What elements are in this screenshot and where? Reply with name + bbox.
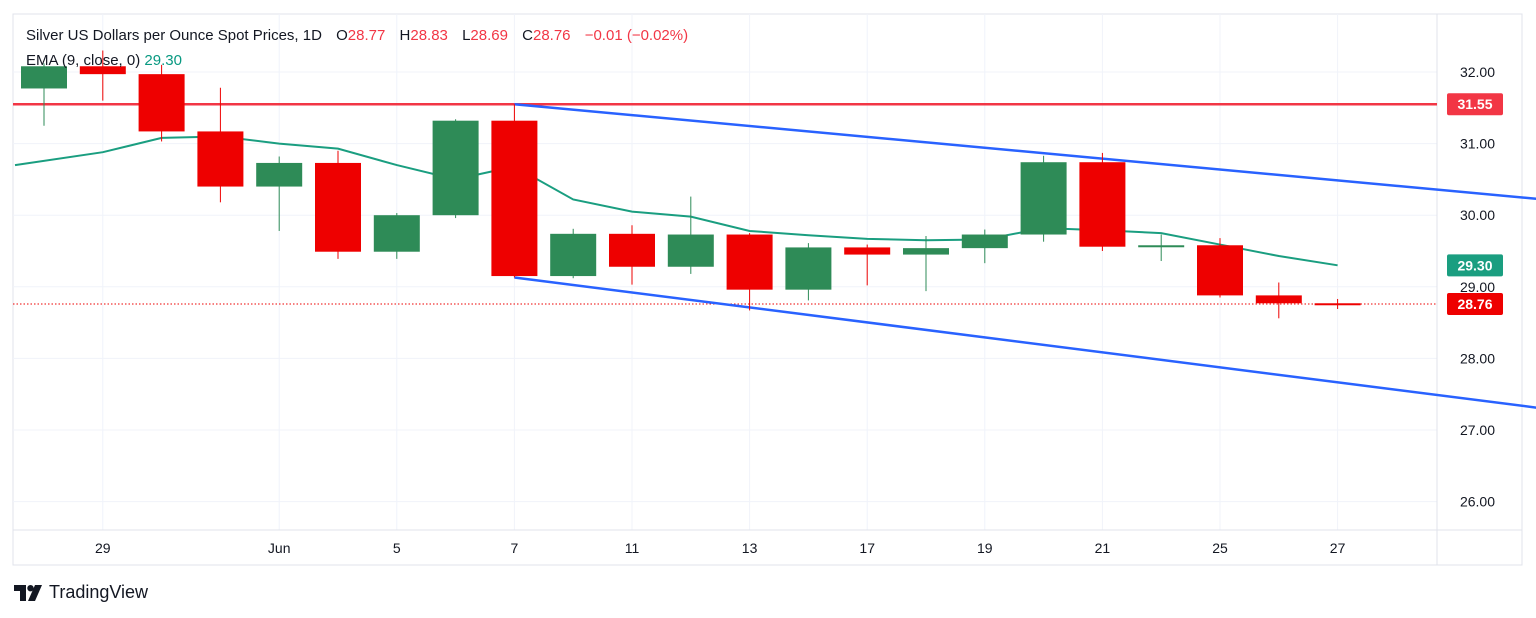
candle-19 xyxy=(1138,234,1185,262)
candle-body-10 xyxy=(609,233,655,267)
candle-body-17 xyxy=(1020,162,1067,235)
channel-lower-line xyxy=(514,276,1536,409)
candle-8 xyxy=(491,104,538,278)
tradingview-logo-icon xyxy=(14,584,42,601)
x-tick-label-3: 7 xyxy=(511,540,519,556)
legend-open-value: 28.77 xyxy=(347,27,386,44)
legend-title: Silver US Dollars per Ounce Spot Prices,… xyxy=(26,27,322,44)
resistance-price-label-text: 31.55 xyxy=(1457,96,1492,112)
legend-change: −0.01 (−0.02%) xyxy=(584,27,689,44)
candle-body-9 xyxy=(550,233,597,277)
candle-22 xyxy=(1314,298,1361,309)
x-tick-label-1: Jun xyxy=(268,540,291,556)
legend-ema: EMA (9, close, 0) 29.30 xyxy=(26,52,182,69)
x-tick-label-10: 27 xyxy=(1330,540,1346,556)
candle-0 xyxy=(21,63,67,126)
x-tick-label-5: 13 xyxy=(742,540,758,556)
ema-price-label: 29.30 xyxy=(1447,254,1503,277)
candle-15 xyxy=(903,235,949,292)
legend-close-value: 28.76 xyxy=(532,27,571,44)
candle-body-6 xyxy=(373,215,420,252)
candle-body-4 xyxy=(256,162,303,187)
candle-16 xyxy=(961,229,1008,264)
candle-body-14 xyxy=(844,247,891,255)
y-tick-label-5: 31.00 xyxy=(1460,136,1495,152)
legend-close-label: C xyxy=(522,27,533,44)
candle-12 xyxy=(726,233,773,311)
candle-body-2 xyxy=(138,74,185,132)
candle-body-5 xyxy=(315,162,361,252)
candle-9 xyxy=(550,228,597,279)
candle-body-19 xyxy=(1138,245,1185,248)
candle-body-13 xyxy=(785,247,832,290)
candle-body-18 xyxy=(1079,162,1126,247)
candle-body-12 xyxy=(726,234,773,290)
candle-7 xyxy=(432,119,479,219)
legend-open-label: O xyxy=(336,27,348,44)
last-close-price-label-bg xyxy=(1447,292,1503,315)
x-tick-label-9: 25 xyxy=(1212,540,1228,556)
y-tick-label-4: 30.00 xyxy=(1460,207,1495,223)
legend-low-value: 28.69 xyxy=(470,27,508,44)
last-close-price-label-text: 28.76 xyxy=(1457,296,1492,312)
candle-17 xyxy=(1020,155,1067,242)
candle-body-3 xyxy=(197,131,244,187)
x-tick-label-8: 21 xyxy=(1095,540,1111,556)
candle-body-0 xyxy=(21,66,67,89)
candle-5 xyxy=(315,150,361,259)
resistance-price-label: 31.55 xyxy=(1447,93,1503,116)
x-tick-label-7: 19 xyxy=(977,540,993,556)
x-tick-label-4: 11 xyxy=(625,540,640,556)
candle-1 xyxy=(79,50,126,101)
candle-body-21 xyxy=(1255,295,1302,304)
candle-20 xyxy=(1197,238,1243,298)
watermark-text: TradingView xyxy=(49,582,149,602)
candle-13 xyxy=(785,243,832,301)
chart-frame xyxy=(12,13,1523,566)
legend-high-label: H xyxy=(399,27,411,44)
x-tick-label-2: 5 xyxy=(393,540,401,556)
candle-14 xyxy=(844,244,891,286)
channel-upper-line xyxy=(514,102,1536,201)
candles xyxy=(21,50,1361,319)
y-tick-label-2: 28.00 xyxy=(1460,350,1495,366)
ema-price-label-text: 29.30 xyxy=(1457,257,1492,273)
y-tick-label-6: 32.00 xyxy=(1460,64,1495,80)
x-tick-label-0: 29 xyxy=(95,540,111,556)
legend-ema-value: 29.30 xyxy=(144,52,182,69)
candle-body-16 xyxy=(961,234,1008,249)
y-tick-label-0: 26.00 xyxy=(1460,494,1495,510)
legend-high-value: 28.83 xyxy=(410,27,448,44)
tradingview-watermark[interactable]: TradingView xyxy=(14,582,148,603)
candle-body-20 xyxy=(1197,245,1243,296)
candle-3 xyxy=(197,87,244,203)
ema-price-label-bg xyxy=(1447,254,1503,277)
candle-body-7 xyxy=(432,120,479,216)
price-axis: 26.00 27.00 28.00 29.00 30.00 31.00 32.00 xyxy=(1460,64,1495,510)
candle-21 xyxy=(1255,282,1302,319)
y-tick-label-1: 27.00 xyxy=(1460,422,1495,438)
legend-ohlc: Silver US Dollars per Ounce Spot Prices,… xyxy=(26,27,688,44)
legend-low-label: L xyxy=(462,27,471,44)
candle-body-8 xyxy=(491,120,538,277)
candle-4 xyxy=(256,156,303,231)
legend-ema-label: EMA (9, close, 0) xyxy=(26,52,141,69)
candle-body-1 xyxy=(79,66,126,75)
candle-6 xyxy=(373,213,420,259)
candle-body-22 xyxy=(1314,303,1361,306)
candle-2 xyxy=(138,64,185,142)
x-tick-label-6: 17 xyxy=(859,540,875,556)
resistance-price-label-bg xyxy=(1447,93,1503,116)
candle-18 xyxy=(1079,152,1126,251)
candle-11 xyxy=(667,196,714,274)
candle-10 xyxy=(609,225,655,285)
time-axis: 29 Jun 5 7 11 13 17 19 21 25 27 xyxy=(95,540,1346,556)
last-close-price-label: 28.76 xyxy=(1447,292,1503,315)
candle-body-11 xyxy=(667,234,714,267)
y-tick-label-3: 29.00 xyxy=(1460,279,1495,295)
candle-body-15 xyxy=(903,248,949,255)
